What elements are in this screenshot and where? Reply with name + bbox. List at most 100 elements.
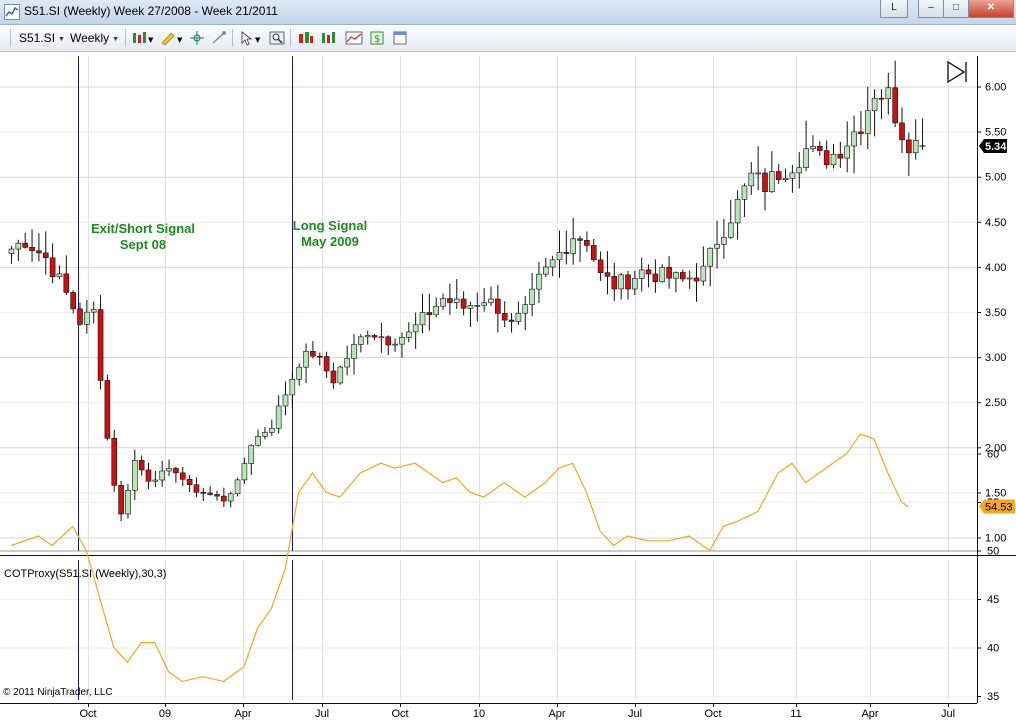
candle — [666, 256, 672, 289]
candle — [755, 146, 761, 191]
candle-body-up — [262, 432, 268, 437]
candle-body-up — [405, 331, 412, 338]
instrument-dropdown[interactable]: S51.SI ▼ — [19, 30, 65, 46]
copyright-text: © 2011 NinjaTrader, LLC — [3, 687, 113, 698]
indicator-label: COTProxy(S51.SI (Weekly),30,3) — [4, 568, 166, 580]
candle — [118, 480, 124, 522]
candle — [611, 262, 618, 301]
price-tick-label: 1.50 — [985, 487, 1006, 499]
candle-body-down — [200, 491, 207, 494]
zoom-icon[interactable] — [268, 30, 286, 46]
candle-body-up — [782, 178, 789, 181]
candle-body-up — [721, 237, 727, 245]
candle-body-up — [755, 172, 761, 175]
candle-body-up — [453, 298, 460, 303]
candle — [358, 334, 364, 353]
candle — [207, 486, 213, 496]
candle-body-up — [686, 277, 693, 280]
candle — [385, 335, 392, 355]
candle — [515, 301, 522, 325]
pencil-icon[interactable]: ▼ — [159, 30, 185, 46]
title-bar[interactable]: S51.SI (Weekly) Week 27/2008 - Week 21/2… — [0, 0, 1016, 25]
candle-body-up — [700, 265, 707, 282]
candle — [166, 459, 172, 477]
candle — [460, 291, 467, 316]
candle-body-up — [618, 274, 624, 290]
candle — [145, 462, 152, 490]
crosshair-icon[interactable] — [188, 30, 206, 46]
candle-body-up — [166, 468, 172, 472]
candle-body-up — [714, 244, 720, 249]
properties-icon[interactable] — [391, 30, 409, 46]
candle-body-down — [138, 460, 145, 471]
candle-body-down — [316, 355, 323, 358]
candle-body-up — [789, 172, 796, 179]
candle — [775, 164, 782, 184]
x-tick-label: 10 — [473, 708, 485, 720]
candle — [49, 243, 56, 284]
link-button[interactable]: L — [880, 0, 908, 18]
candle-body-up — [364, 335, 371, 338]
candle — [741, 183, 748, 217]
strategies-icon[interactable]: $ — [368, 30, 386, 46]
chart-app-icon — [4, 4, 20, 20]
candle-body-down — [563, 252, 570, 254]
candle — [556, 230, 563, 278]
instrument-label: S51.SI — [19, 31, 56, 45]
candle — [186, 475, 193, 493]
candle — [597, 251, 604, 281]
svg-text:▼: ▼ — [148, 36, 154, 44]
candle-body-up — [351, 344, 357, 359]
candle-body-down — [371, 335, 378, 338]
candle-body-down — [104, 380, 111, 439]
candle — [364, 330, 371, 345]
candle — [686, 270, 693, 289]
candle-body-up — [659, 266, 666, 282]
pointer-icon[interactable]: ▼ — [238, 30, 264, 46]
candle — [796, 152, 803, 189]
candle-body-up — [542, 266, 549, 275]
candle-body-up — [727, 222, 734, 238]
candle-body-up — [851, 131, 857, 147]
close-button[interactable]: ✕ — [968, 0, 1014, 18]
candle — [714, 220, 720, 269]
candle-body-down — [118, 484, 124, 515]
candle — [536, 262, 542, 303]
candle — [906, 132, 912, 176]
global-crosshair-icon[interactable] — [210, 30, 228, 46]
candle-body-down — [495, 298, 501, 314]
candle — [262, 426, 268, 440]
candle-body-down — [590, 245, 597, 261]
price-tick-label: 3.50 — [985, 307, 1006, 319]
candle — [693, 263, 700, 302]
bar-type-icon[interactable] — [297, 30, 315, 46]
chart-style-icon[interactable]: ▼ — [131, 30, 155, 46]
candle — [769, 151, 775, 193]
candle-body-up — [358, 336, 364, 345]
scroll-to-end-icon[interactable] — [947, 60, 967, 84]
candle — [282, 381, 289, 416]
indicators-icon[interactable] — [345, 30, 363, 46]
candle-body-up — [638, 269, 645, 279]
candle-body-up — [159, 470, 165, 481]
candle — [700, 246, 707, 286]
x-tick-label: Oct — [391, 708, 408, 720]
candle-body-down — [823, 150, 830, 166]
candle-body-up — [748, 172, 755, 187]
data-series-icon[interactable] — [320, 30, 338, 46]
indicator-tick-label: 50 — [987, 546, 999, 558]
candle-body-up — [440, 298, 446, 307]
candle-body-up — [467, 305, 474, 309]
period-dropdown[interactable]: Weekly ▼ — [70, 30, 119, 46]
candle — [789, 164, 796, 193]
candle-body-down — [173, 468, 179, 474]
candle — [200, 487, 207, 501]
candle — [399, 332, 405, 358]
candle-body-down — [193, 484, 200, 493]
candle-body-down — [36, 250, 42, 254]
candle-body-down — [816, 146, 823, 151]
candle-body-up — [810, 146, 816, 150]
candle — [453, 279, 460, 309]
candle — [255, 429, 261, 447]
